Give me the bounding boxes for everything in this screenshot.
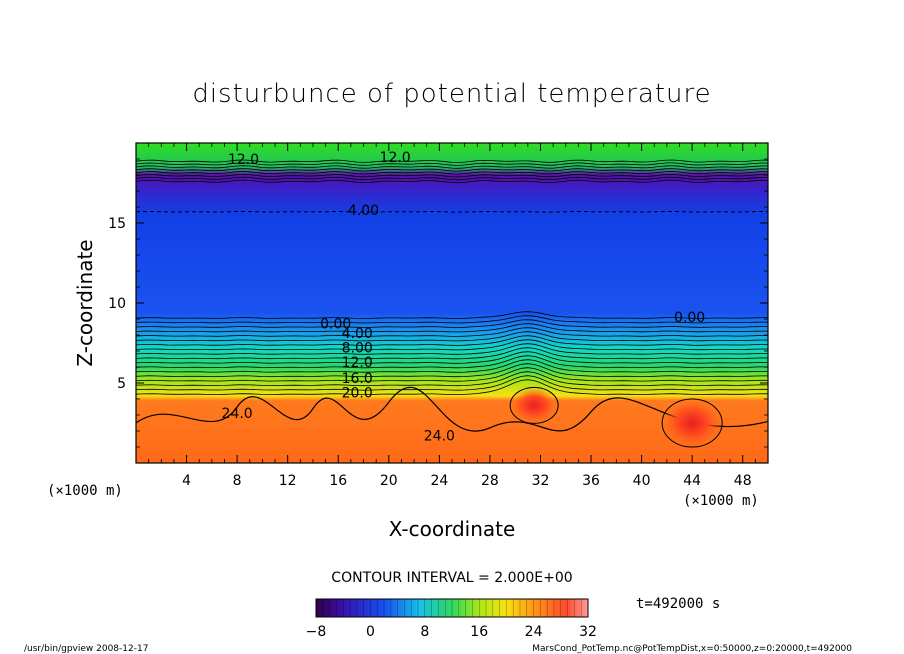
contour-label: 16.0: [342, 371, 373, 387]
contour-label: 12.0: [380, 150, 411, 166]
colorbar-frame: [315, 598, 589, 618]
contour-line: [136, 351, 768, 364]
y-tick-label: 5: [117, 376, 126, 392]
contour-line: [136, 311, 768, 319]
x-tick-label: 32: [532, 473, 550, 489]
contour-line: [136, 339, 768, 351]
x-tick-label: 4: [182, 473, 191, 489]
contour-label: 12.0: [342, 355, 373, 371]
contour-line-upper: [136, 179, 768, 184]
footer-right: MarsCond_PotTemp.nc@PotTempDist,x=0:5000…: [532, 644, 852, 654]
x-tick-label: 48: [734, 473, 752, 489]
contour-line-dashed: [136, 210, 768, 213]
chart-title: disturbunce of potential temperature: [192, 79, 711, 109]
contour-label: 24.0: [222, 406, 253, 422]
colorbar-tick-label: 32: [579, 624, 597, 640]
contour-line: [136, 367, 768, 382]
contour-line-upper: [136, 159, 768, 163]
x-tick-label: 40: [633, 473, 651, 489]
potential-temperature-field: [136, 143, 768, 463]
contour-label: 0.00: [320, 317, 351, 333]
contour-label: 24.0: [424, 429, 455, 445]
contour-labels: 12.0 12.04.000.00 0.004.008.0012.016.020.0…: [222, 150, 706, 445]
contour-interval-label: CONTOUR INTERVAL = 2.000E+00: [331, 570, 572, 586]
time-label: t=492000 s: [636, 596, 720, 612]
y-tick-label: 15: [108, 216, 126, 232]
x-unit-right: (×1000 m): [683, 493, 759, 509]
contour-line: [136, 315, 768, 324]
x-axis-label: X-coordinate: [389, 517, 516, 541]
colorbar-tick-label: 24: [525, 624, 543, 640]
plot-area: 12.0 12.04.000.00 0.004.008.0012.016.020.0…: [136, 143, 768, 463]
contour-line-upper: [136, 171, 768, 175]
contour-label: 12.0: [228, 152, 259, 168]
colorbar-tick-label: 8: [420, 624, 429, 640]
contour-line-upper: [136, 173, 768, 178]
x-tick-label: 24: [430, 473, 448, 489]
contour-line-upper: [136, 168, 768, 172]
x-tick-label: 16: [329, 473, 347, 489]
x-tick-label: 20: [380, 473, 398, 489]
x-tick-label: 12: [279, 473, 297, 489]
contour-line-upper: [136, 165, 768, 169]
y-axis-ticks: 5 10 15: [108, 158, 768, 448]
contour-line: [136, 347, 768, 360]
contour-line: [136, 363, 768, 378]
x-unit-left: (×1000 m): [47, 483, 123, 499]
colorbar-divisions: [315, 599, 589, 617]
x-tick-label: 8: [233, 473, 242, 489]
contour-line: [136, 343, 768, 355]
warm-anomaly: [509, 386, 559, 424]
contour-line-24: [136, 386, 768, 432]
contour-lines: [136, 159, 768, 448]
colorbar-tick-label: 16: [470, 624, 488, 640]
contour-label: 20.0: [342, 385, 373, 401]
contour-label: 0.00: [674, 310, 705, 326]
colorbar-tick-label: −8: [306, 624, 327, 640]
contour-line: [136, 355, 768, 369]
x-tick-label: 44: [683, 473, 701, 489]
contour-label: 4.00: [348, 203, 379, 219]
contour-line: [136, 335, 768, 346]
colorbar-ticks: −8 0 8 16 24 32: [306, 624, 597, 640]
contour-label: 8.00: [342, 341, 373, 357]
y-axis-label: Z-coordinate: [73, 239, 97, 366]
contour-line: [136, 379, 768, 395]
colorbar-tick-label: 0: [366, 624, 375, 640]
contour-line: [136, 323, 768, 333]
contour-line: [136, 359, 768, 373]
x-tick-label: 28: [481, 473, 499, 489]
x-axis-ticks: 4 8 12 16 20 24 28 32 36 40 44 48: [148, 143, 756, 489]
warm-anomaly: [661, 398, 723, 448]
y-tick-label: 10: [108, 296, 126, 312]
contour-line: [136, 371, 768, 387]
contour-line-upper: [136, 162, 768, 166]
footer-left: /usr/bin/gpview 2008-12-17: [24, 644, 148, 654]
contour-line: [136, 331, 768, 342]
contour-line-upper: [136, 176, 768, 181]
contour-label: 4.00: [342, 326, 373, 342]
contour-line: [136, 327, 768, 337]
contour-line: [136, 375, 768, 391]
contour-line: [136, 319, 768, 328]
x-tick-label: 36: [582, 473, 600, 489]
